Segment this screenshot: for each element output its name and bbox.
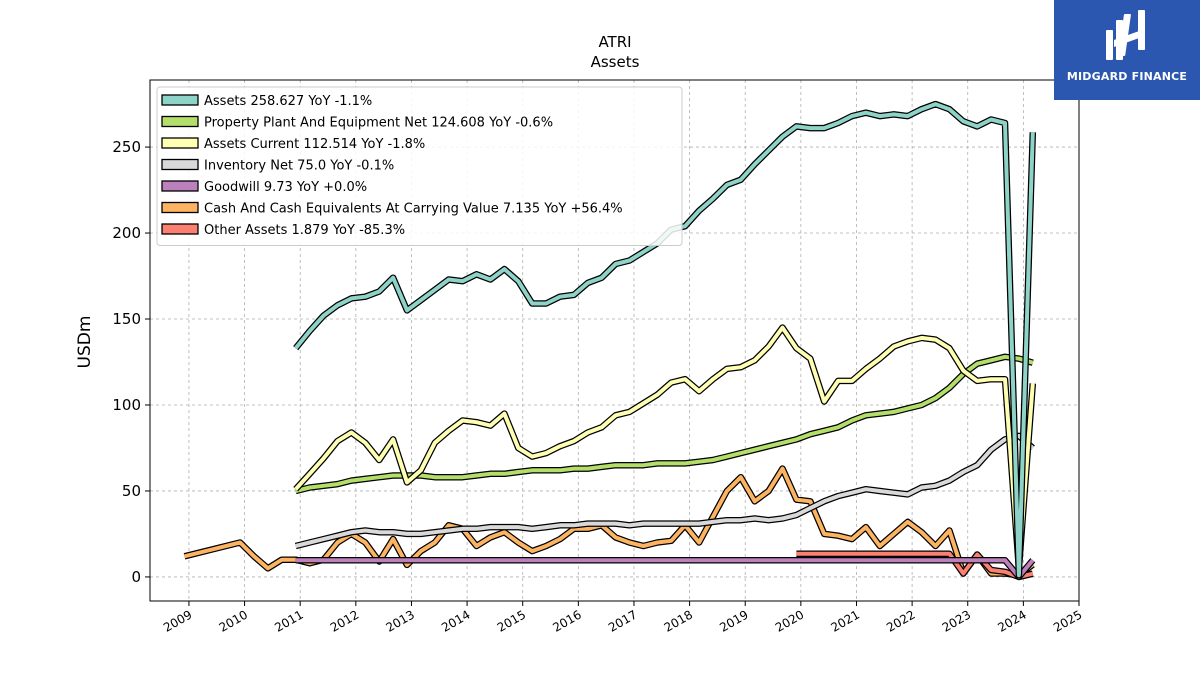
legend-box: [156, 86, 683, 246]
legend-entry-assets-current: Assets Current 112.514 YoY -1.8%: [204, 137, 425, 152]
legend-entry-assets: Assets 258.627 YoY -1.1%: [204, 94, 372, 109]
plot-area-frame: [149, 79, 1080, 602]
legend-entry-inventory-net: Inventory Net 75.0 YoY -0.1%: [204, 159, 394, 174]
legend-swatch-other-assets: [161, 223, 199, 235]
x-tick-label: 2023: [940, 607, 973, 634]
x-tick-label: 2018: [662, 607, 695, 634]
legend-entry-property-plant-and-equipment-net: Property Plant And Equipment Net 124.608…: [204, 116, 553, 131]
legend-swatch-cash-and-cash-equivalents-at-carrying-value: [161, 201, 199, 214]
x-tick-label: 2013: [384, 607, 417, 634]
legend-swatch-assets: [161, 94, 199, 106]
x-tick-label: 2016: [550, 607, 583, 634]
series-line-assets-current: [294, 325, 1035, 571]
legend-entry-goodwill: Goodwill 9.73 YoY +0.0%: [204, 180, 367, 195]
legend-swatch-assets-current: [161, 137, 199, 149]
legend-swatch-inventory-net: [161, 158, 199, 171]
y-axis-label: USDm: [75, 316, 95, 369]
y-tick-label: 100: [112, 396, 141, 414]
y-tick-label: 150: [112, 310, 141, 328]
y-tick-label: 0: [131, 568, 141, 586]
legend-entry-cash-and-cash-equivalents-at-carrying-value: Cash And Cash Equivalents At Carrying Va…: [204, 202, 623, 217]
x-tick-label: 2009: [161, 607, 194, 634]
chart-subtitle: Assets: [591, 53, 640, 71]
x-tick-label: 2017: [606, 607, 639, 634]
x-tick-label: 2011: [272, 607, 305, 634]
series-line-other-assets: [796, 551, 1034, 579]
logo-text: MIDGARD FINANCE: [1066, 70, 1188, 83]
chart-title: ATRI: [598, 33, 631, 51]
x-tick-label: 2022: [884, 607, 917, 634]
x-tick-label: 2021: [829, 607, 862, 634]
legend-swatch-property-plant-and-equipment-net: [161, 115, 199, 128]
x-tick-label: 2015: [495, 607, 528, 634]
series-outline-goodwill: [295, 556, 1036, 581]
x-tick-label: 2019: [717, 607, 750, 634]
legend: Assets 258.627 YoY -1.1% Property Plant A…: [156, 86, 683, 246]
y-tick-label: 200: [112, 224, 141, 242]
legend-swatch-goodwill: [161, 180, 199, 192]
x-tick-label: 2025: [1051, 607, 1084, 634]
x-tick-label: 2024: [995, 607, 1028, 634]
y-tick-label: 250: [112, 138, 141, 156]
x-tick-label: 2014: [439, 607, 472, 634]
series-line-inventory-net: [295, 433, 1035, 548]
x-tick-label: 2020: [773, 607, 806, 634]
series-line-goodwill: [295, 558, 1035, 579]
logo-mark-icon: [1106, 10, 1145, 60]
y-tick-label: 50: [122, 482, 141, 500]
x-tick-label: 2010: [217, 607, 250, 634]
brand-logo: MIDGARD FINANCE: [1054, 0, 1200, 100]
legend-entry-other-assets: Other Assets 1.879 YoY -85.3%: [204, 223, 405, 238]
x-tick-label: 2012: [328, 607, 361, 634]
